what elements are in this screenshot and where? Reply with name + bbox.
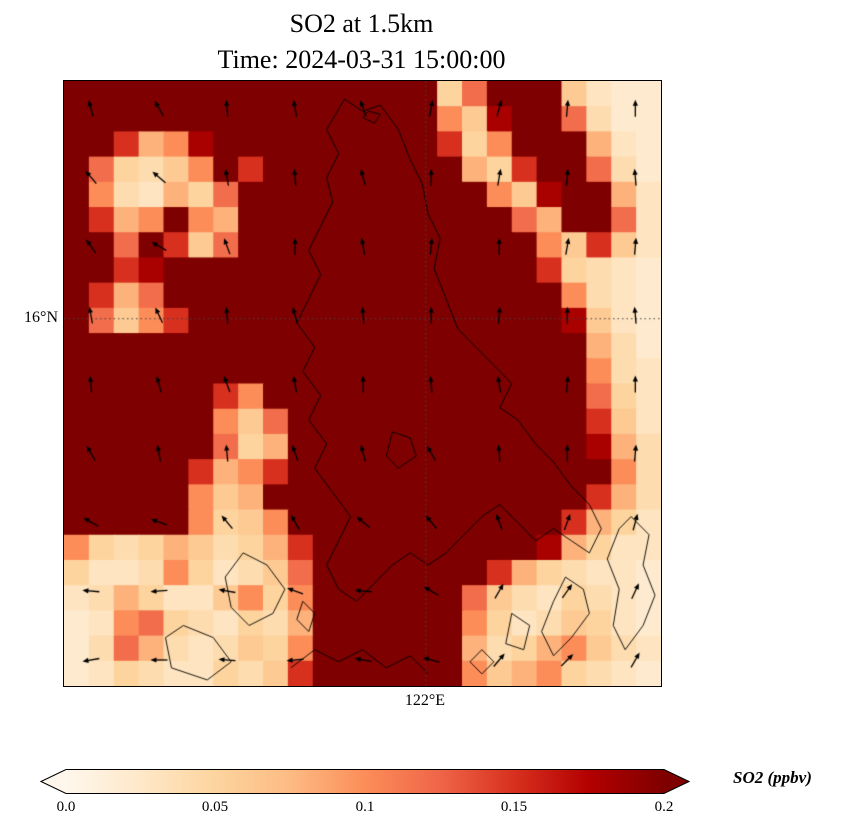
- map-plot-area: [63, 80, 662, 687]
- colorbar: 0.0 0.05 0.1 0.15 0.2: [40, 768, 690, 828]
- plot-title: SO2 at 1.5km Time: 2024-03-31 15:00:00: [63, 6, 660, 78]
- title-line-1: SO2 at 1.5km: [289, 9, 434, 38]
- longitude-tick-label: 122°E: [404, 692, 446, 709]
- colorbar-label: SO2 (ppbv): [733, 768, 812, 787]
- title-line-2: Time: 2024-03-31 15:00:00: [217, 45, 506, 74]
- so2-heatmap-canvas: [64, 81, 661, 686]
- colorbar-tick-1: 0.05: [201, 799, 229, 815]
- colorbar-gradient: [40, 769, 690, 794]
- colorbar-tick-3: 0.15: [500, 799, 528, 815]
- colorbar-tick-4: 0.2: [654, 799, 674, 815]
- latitude-tick-label: 16°N: [24, 309, 58, 326]
- colorbar-tick-0: 0.0: [56, 799, 76, 815]
- colorbar-tick-2: 0.1: [355, 799, 375, 815]
